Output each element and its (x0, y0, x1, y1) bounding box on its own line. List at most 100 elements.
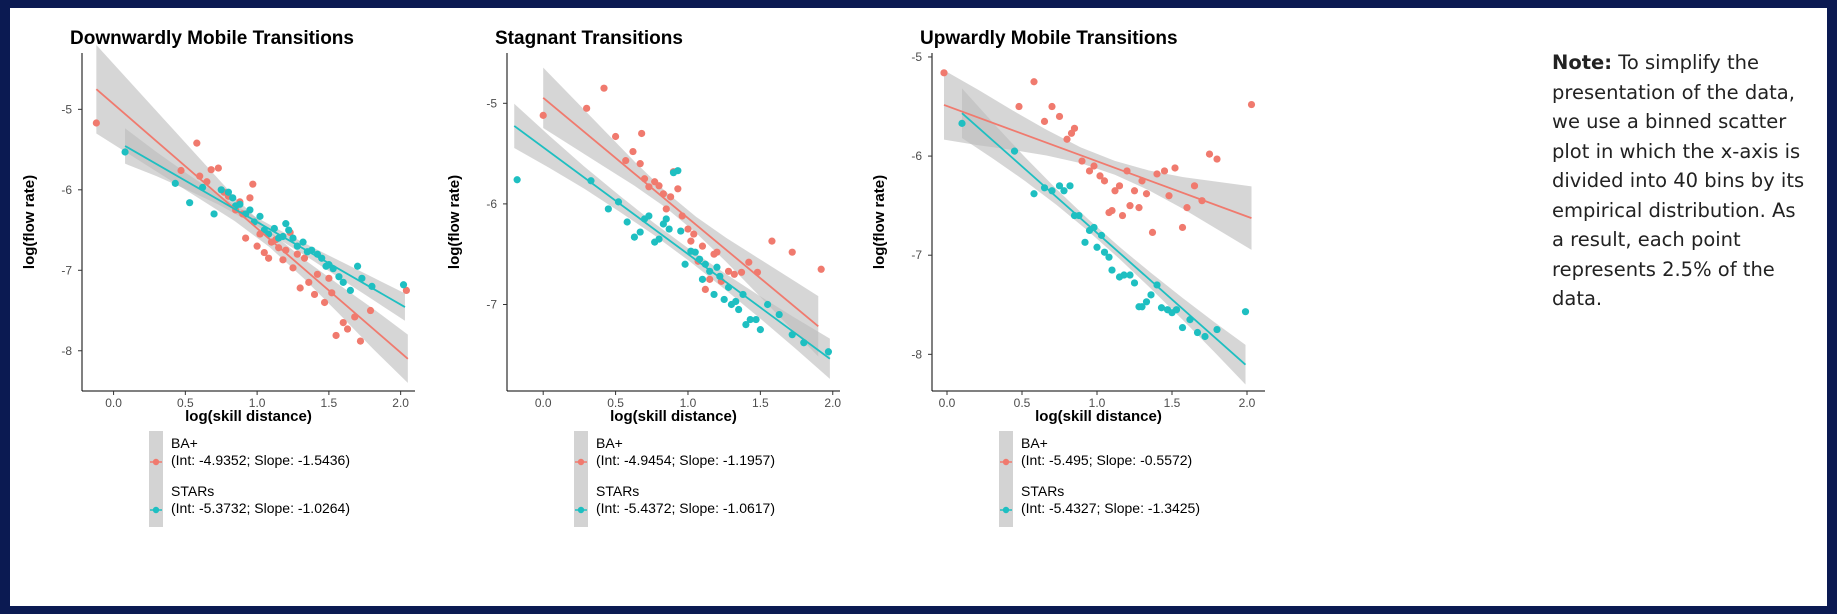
data-point (171, 179, 179, 187)
legend-series-stats: (Int: -5.495; Slope: -0.5572) (1021, 452, 1192, 468)
legend-series-name: STARs (596, 483, 639, 499)
data-point (92, 119, 100, 127)
data-point (611, 132, 620, 141)
legend-series-name: STARs (1021, 483, 1064, 499)
data-point (121, 148, 129, 156)
data-point (724, 267, 733, 275)
data-point (1130, 187, 1139, 195)
legend-series-stats: (Int: -4.9352; Slope: -1.5436) (171, 452, 350, 468)
x-axis-label: log(skill distance) (610, 408, 737, 425)
x-tick-label: 0.5 (607, 396, 624, 410)
x-axis-label: log(skill distance) (1035, 408, 1162, 425)
data-point (1090, 162, 1098, 170)
chart-panel-2: Stagnant Transitions 0.0 0.5 1.0 1.5 2.0 -5 -6 -… (446, 28, 841, 527)
data-point (313, 270, 321, 278)
data-point (249, 180, 257, 188)
data-point (356, 337, 365, 345)
data-point (645, 212, 653, 220)
data-point (698, 242, 707, 250)
x-tick-label: 1.0 (249, 396, 266, 410)
data-point (604, 205, 612, 213)
data-point (1247, 100, 1256, 109)
data-point (1055, 112, 1064, 121)
data-point (193, 139, 201, 147)
data-point (539, 111, 547, 119)
x-tick-label: 0.5 (1014, 396, 1031, 410)
data-point (1213, 155, 1221, 163)
figure-svg: Downwardly Mobile Transitions 0.0 0.5 1.0 1.… (21, 28, 1265, 527)
data-point (256, 212, 264, 220)
data-point (706, 275, 714, 283)
fit-line (542, 97, 819, 328)
data-point (1085, 167, 1094, 175)
legend-key-band (149, 431, 163, 527)
legend-series-name: STARs (171, 483, 214, 499)
data-point (1063, 135, 1071, 143)
data-point (332, 331, 340, 340)
data-point (300, 254, 309, 262)
data-point (713, 248, 721, 256)
data-point (1097, 231, 1106, 239)
data-point (1241, 308, 1250, 316)
data-point (629, 147, 637, 156)
legend: BA+(Int: -5.495; Slope: -0.5572) STARs(In… (999, 431, 1200, 527)
data-point (737, 268, 746, 276)
legend: BA+(Int: -4.9454; Slope: -1.1957) STARs(I… (574, 431, 775, 527)
legend-series-stats: (Int: -5.4327; Slope: -1.3425) (1021, 500, 1200, 516)
data-point (667, 193, 675, 201)
data-point (296, 284, 304, 292)
data-point (343, 325, 352, 333)
data-point (1193, 328, 1202, 337)
data-point (285, 226, 293, 234)
data-point (279, 256, 287, 264)
note-body: To simplify the presentation of the data… (1552, 51, 1805, 310)
legend-key-band (999, 431, 1013, 527)
data-point (1055, 182, 1064, 190)
data-point (289, 234, 297, 242)
data-point (1081, 238, 1089, 246)
data-point (698, 275, 707, 283)
data-point (817, 265, 825, 273)
legend-key-point (577, 458, 585, 466)
data-point (1120, 271, 1128, 279)
data-point (720, 295, 728, 304)
data-point (224, 188, 233, 196)
y-tick-label: -6 (61, 183, 72, 197)
data-point (622, 157, 630, 165)
data-point (752, 315, 760, 324)
data-point (713, 263, 721, 271)
data-point (677, 227, 685, 235)
data-point (1142, 190, 1151, 198)
x-tick-label: 0.0 (105, 396, 122, 410)
data-point (824, 348, 833, 356)
data-point (1171, 164, 1179, 172)
x-tick-label: 2.0 (392, 396, 409, 410)
confidence-band-stars (125, 128, 405, 321)
data-point (358, 274, 366, 282)
data-point (587, 177, 595, 185)
data-point (1108, 207, 1116, 215)
data-point (366, 306, 375, 315)
x-tick-label: 0.0 (535, 396, 552, 410)
data-point (1157, 304, 1166, 312)
data-point (339, 278, 347, 286)
data-point (1153, 170, 1161, 178)
data-point (742, 321, 750, 329)
y-tick-label: -8 (911, 347, 922, 361)
data-point (775, 310, 783, 319)
x-tick-label: 1.0 (1089, 396, 1106, 410)
note-label: Note: (1552, 51, 1613, 74)
data-point (745, 258, 753, 266)
legend-key-point (1002, 506, 1010, 514)
y-tick-label: -5 (486, 96, 497, 110)
data-point (1160, 167, 1169, 175)
data-point (756, 326, 764, 334)
data-point (710, 290, 718, 299)
note-text: Note: To simplify the presentation of th… (1552, 48, 1812, 314)
data-point (1096, 172, 1104, 180)
chart-panel-1: Downwardly Mobile Transitions 0.0 0.5 1.0 1.… (21, 28, 415, 527)
data-point (289, 264, 297, 272)
data-point (691, 248, 699, 256)
y-tick-label: -6 (486, 197, 497, 211)
legend-series-name: BA+ (171, 435, 198, 451)
